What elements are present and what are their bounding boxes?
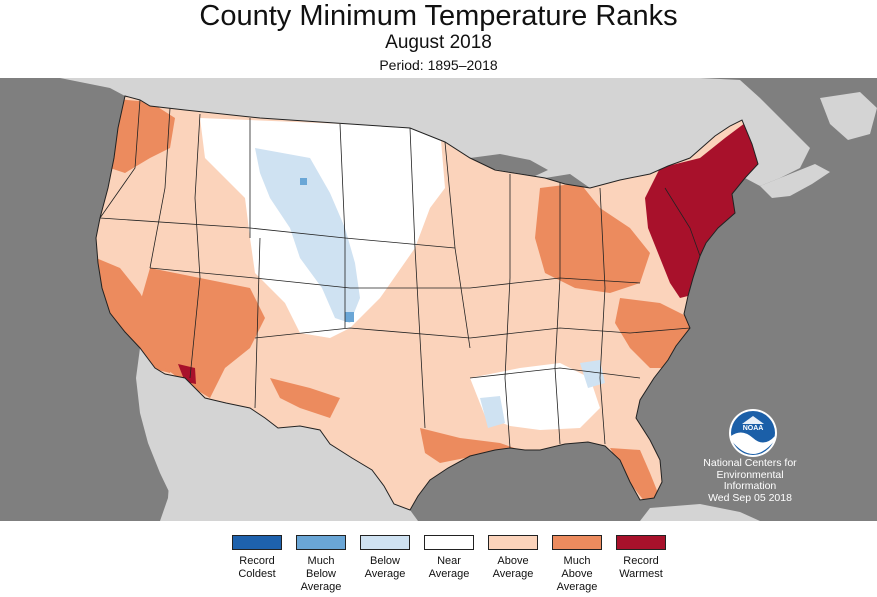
legend-item-record-warmest: Record Warmest — [601, 535, 681, 581]
state-boundaries — [99, 99, 701, 449]
legend-item-much-above-average: Much Above Average — [537, 535, 617, 594]
credit-line-3: Information — [723, 480, 777, 492]
much-above-average-southwest — [140, 268, 265, 398]
cuba-landmass — [640, 504, 760, 521]
credit-block: National Centers for Environmental Infor… — [690, 457, 810, 504]
legend-item-much-below-average: Much Below Average — [281, 535, 361, 594]
record-warmest-northeast — [645, 123, 758, 298]
credit-date: Wed Sep 05 2018 — [708, 491, 792, 504]
much-above-average-florida — [610, 448, 660, 502]
much-above-average-carolinas — [615, 298, 690, 368]
rank-regions — [96, 98, 758, 502]
noaa-logo-text: NOAA — [743, 425, 764, 432]
legend-swatch-record-coldest — [232, 535, 282, 550]
map-panel: NOAA National Centers for Environmental … — [0, 78, 877, 521]
period-label: Period: 1895–2018 — [379, 57, 498, 73]
map-title: County Minimum Temperature Ranks — [199, 0, 678, 32]
legend-swatch-much-above-average — [552, 535, 602, 550]
much-above-average-gulf — [270, 378, 520, 463]
conus-map — [0, 78, 877, 521]
noaa-logo-icon: NOAA — [729, 409, 777, 457]
legend-swatch-much-below-average — [296, 535, 346, 550]
credit-line-2: Environmental — [716, 468, 784, 481]
newfoundland-landmass — [820, 92, 877, 140]
legend-item-below-average: Below Average — [345, 535, 425, 581]
below-average-south — [480, 360, 605, 428]
much-above-average-midwest — [535, 183, 650, 293]
legend-swatch-record-warmest — [616, 535, 666, 550]
record-warmest-arizona — [178, 364, 196, 384]
mexico-landmass — [146, 368, 418, 521]
map-subtitle: August 2018 — [385, 32, 492, 53]
legend: Record Coldest Much Below Average Below … — [0, 535, 877, 597]
nova-scotia-landmass — [760, 164, 830, 198]
legend-item-above-average: Above Average — [473, 535, 553, 581]
credit-line-1: National Centers for — [703, 457, 797, 469]
much-below-average-spot-2 — [300, 178, 307, 185]
legend-swatch-above-average — [488, 535, 538, 550]
legend-item-record-coldest: Record Coldest — [217, 535, 297, 581]
canada-landmass — [0, 78, 810, 188]
below-average-region — [255, 148, 360, 323]
legend-swatch-near-average — [424, 535, 474, 550]
much-below-average-spot — [345, 312, 354, 322]
legend-item-near-average: Near Average — [409, 535, 489, 581]
baja-peninsula — [136, 348, 178, 498]
legend-swatch-below-average — [360, 535, 410, 550]
